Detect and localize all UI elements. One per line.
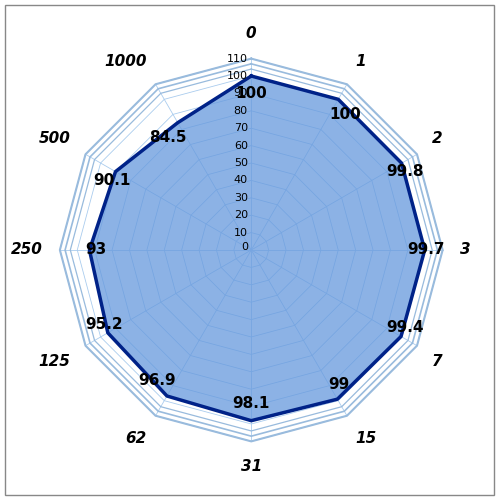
Text: 99.7: 99.7: [407, 242, 445, 258]
Text: 31: 31: [241, 459, 262, 474]
Text: 70: 70: [234, 123, 248, 133]
Text: 15: 15: [356, 431, 377, 446]
Text: 50: 50: [234, 158, 248, 168]
Text: 99: 99: [329, 376, 350, 392]
Polygon shape: [89, 76, 425, 420]
Text: 30: 30: [234, 193, 248, 203]
Text: 0: 0: [241, 242, 248, 252]
Text: 60: 60: [234, 140, 248, 150]
Text: 125: 125: [38, 354, 70, 370]
Text: 98.1: 98.1: [233, 396, 270, 411]
Text: 99.8: 99.8: [387, 164, 424, 180]
Text: 10: 10: [234, 228, 248, 237]
Text: 99.4: 99.4: [386, 320, 424, 336]
Text: 500: 500: [38, 130, 70, 146]
Text: 110: 110: [227, 54, 248, 64]
Text: 100: 100: [236, 86, 267, 101]
Text: 90.1: 90.1: [93, 173, 131, 188]
Text: 1: 1: [356, 54, 366, 69]
Text: 3: 3: [460, 242, 471, 258]
Text: 250: 250: [10, 242, 42, 258]
Text: 7: 7: [432, 354, 443, 370]
Text: 20: 20: [234, 210, 248, 220]
Text: 84.5: 84.5: [149, 130, 187, 145]
Text: 40: 40: [234, 176, 248, 186]
Text: 100: 100: [227, 71, 248, 81]
Text: 90: 90: [234, 88, 248, 99]
Text: 80: 80: [234, 106, 248, 116]
Text: 95.2: 95.2: [85, 316, 123, 332]
Text: 100: 100: [329, 107, 361, 122]
Text: 96.9: 96.9: [138, 374, 176, 388]
Text: 93: 93: [86, 242, 107, 258]
Text: 0: 0: [246, 26, 256, 41]
Text: 1000: 1000: [104, 54, 147, 69]
Text: 2: 2: [432, 130, 443, 146]
Text: 62: 62: [126, 431, 147, 446]
